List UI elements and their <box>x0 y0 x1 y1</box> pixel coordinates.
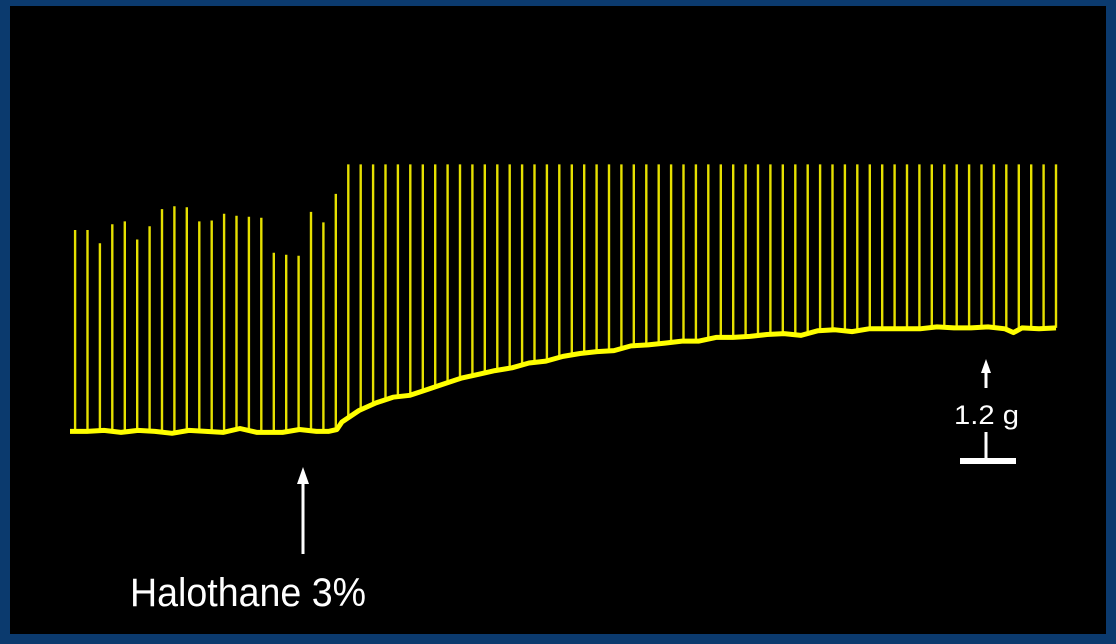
drug-label: Halothane 3% <box>130 571 366 615</box>
scale-bar: 1.2 g <box>954 359 1019 464</box>
contraction-tracing: Halothane 3% 1.2 g <box>70 164 1058 615</box>
scale-label: 1.2 g <box>954 400 1019 430</box>
baseline-trace <box>70 324 1057 436</box>
scale-arrow-up-head <box>981 359 991 373</box>
scale-base-bar <box>960 458 1016 464</box>
drug-marker: Halothane 3% <box>130 467 366 615</box>
contraction-spikes <box>73 164 1058 433</box>
drug-arrow-head <box>297 467 309 484</box>
tracing-panel: Halothane 3% 1.2 g <box>10 6 1106 634</box>
